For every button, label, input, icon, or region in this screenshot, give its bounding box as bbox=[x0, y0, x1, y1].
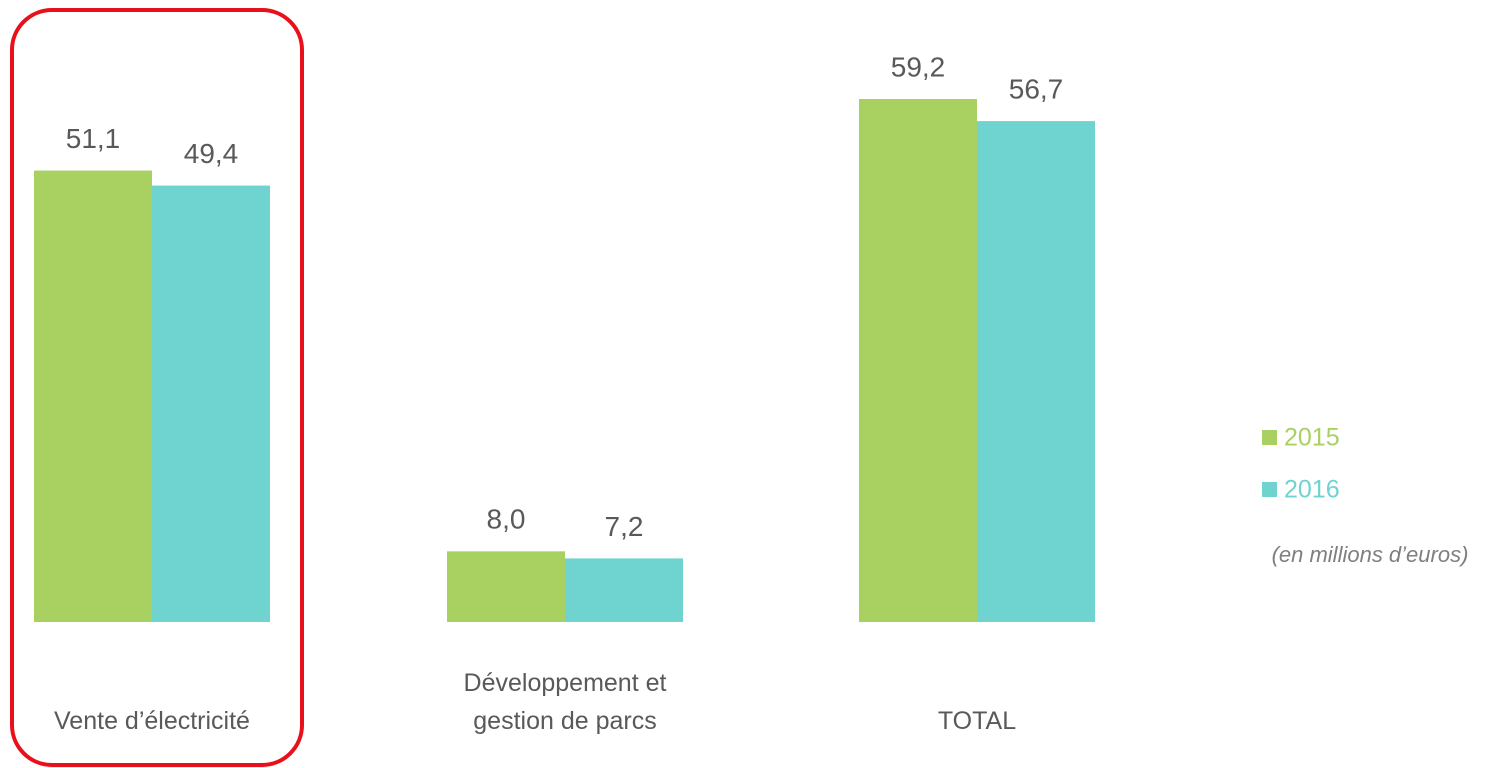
value-label: 59,2 bbox=[891, 51, 946, 82]
value-label: 56,7 bbox=[1009, 73, 1064, 104]
highlight-box bbox=[10, 8, 304, 767]
legend-label: 2016 bbox=[1284, 476, 1340, 504]
legend-swatch bbox=[1262, 430, 1277, 445]
unit-note: (en millions d’euros) bbox=[1272, 542, 1469, 567]
legend-swatch bbox=[1262, 482, 1277, 497]
category-label: TOTAL bbox=[937, 707, 1017, 735]
value-label: 7,2 bbox=[605, 511, 644, 542]
value-label: 51,1 bbox=[66, 123, 121, 154]
bar bbox=[447, 551, 565, 622]
bar bbox=[859, 99, 977, 622]
category-label: Vente d’électricité bbox=[54, 707, 250, 735]
category-label: Développement et gestion de parcs bbox=[463, 669, 667, 735]
bar bbox=[152, 185, 270, 622]
value-label: 8,0 bbox=[487, 504, 526, 535]
legend-label: 2015 bbox=[1284, 424, 1340, 452]
bar bbox=[34, 170, 152, 622]
bar bbox=[977, 121, 1095, 622]
bar bbox=[565, 558, 683, 622]
value-label: 49,4 bbox=[184, 138, 239, 169]
